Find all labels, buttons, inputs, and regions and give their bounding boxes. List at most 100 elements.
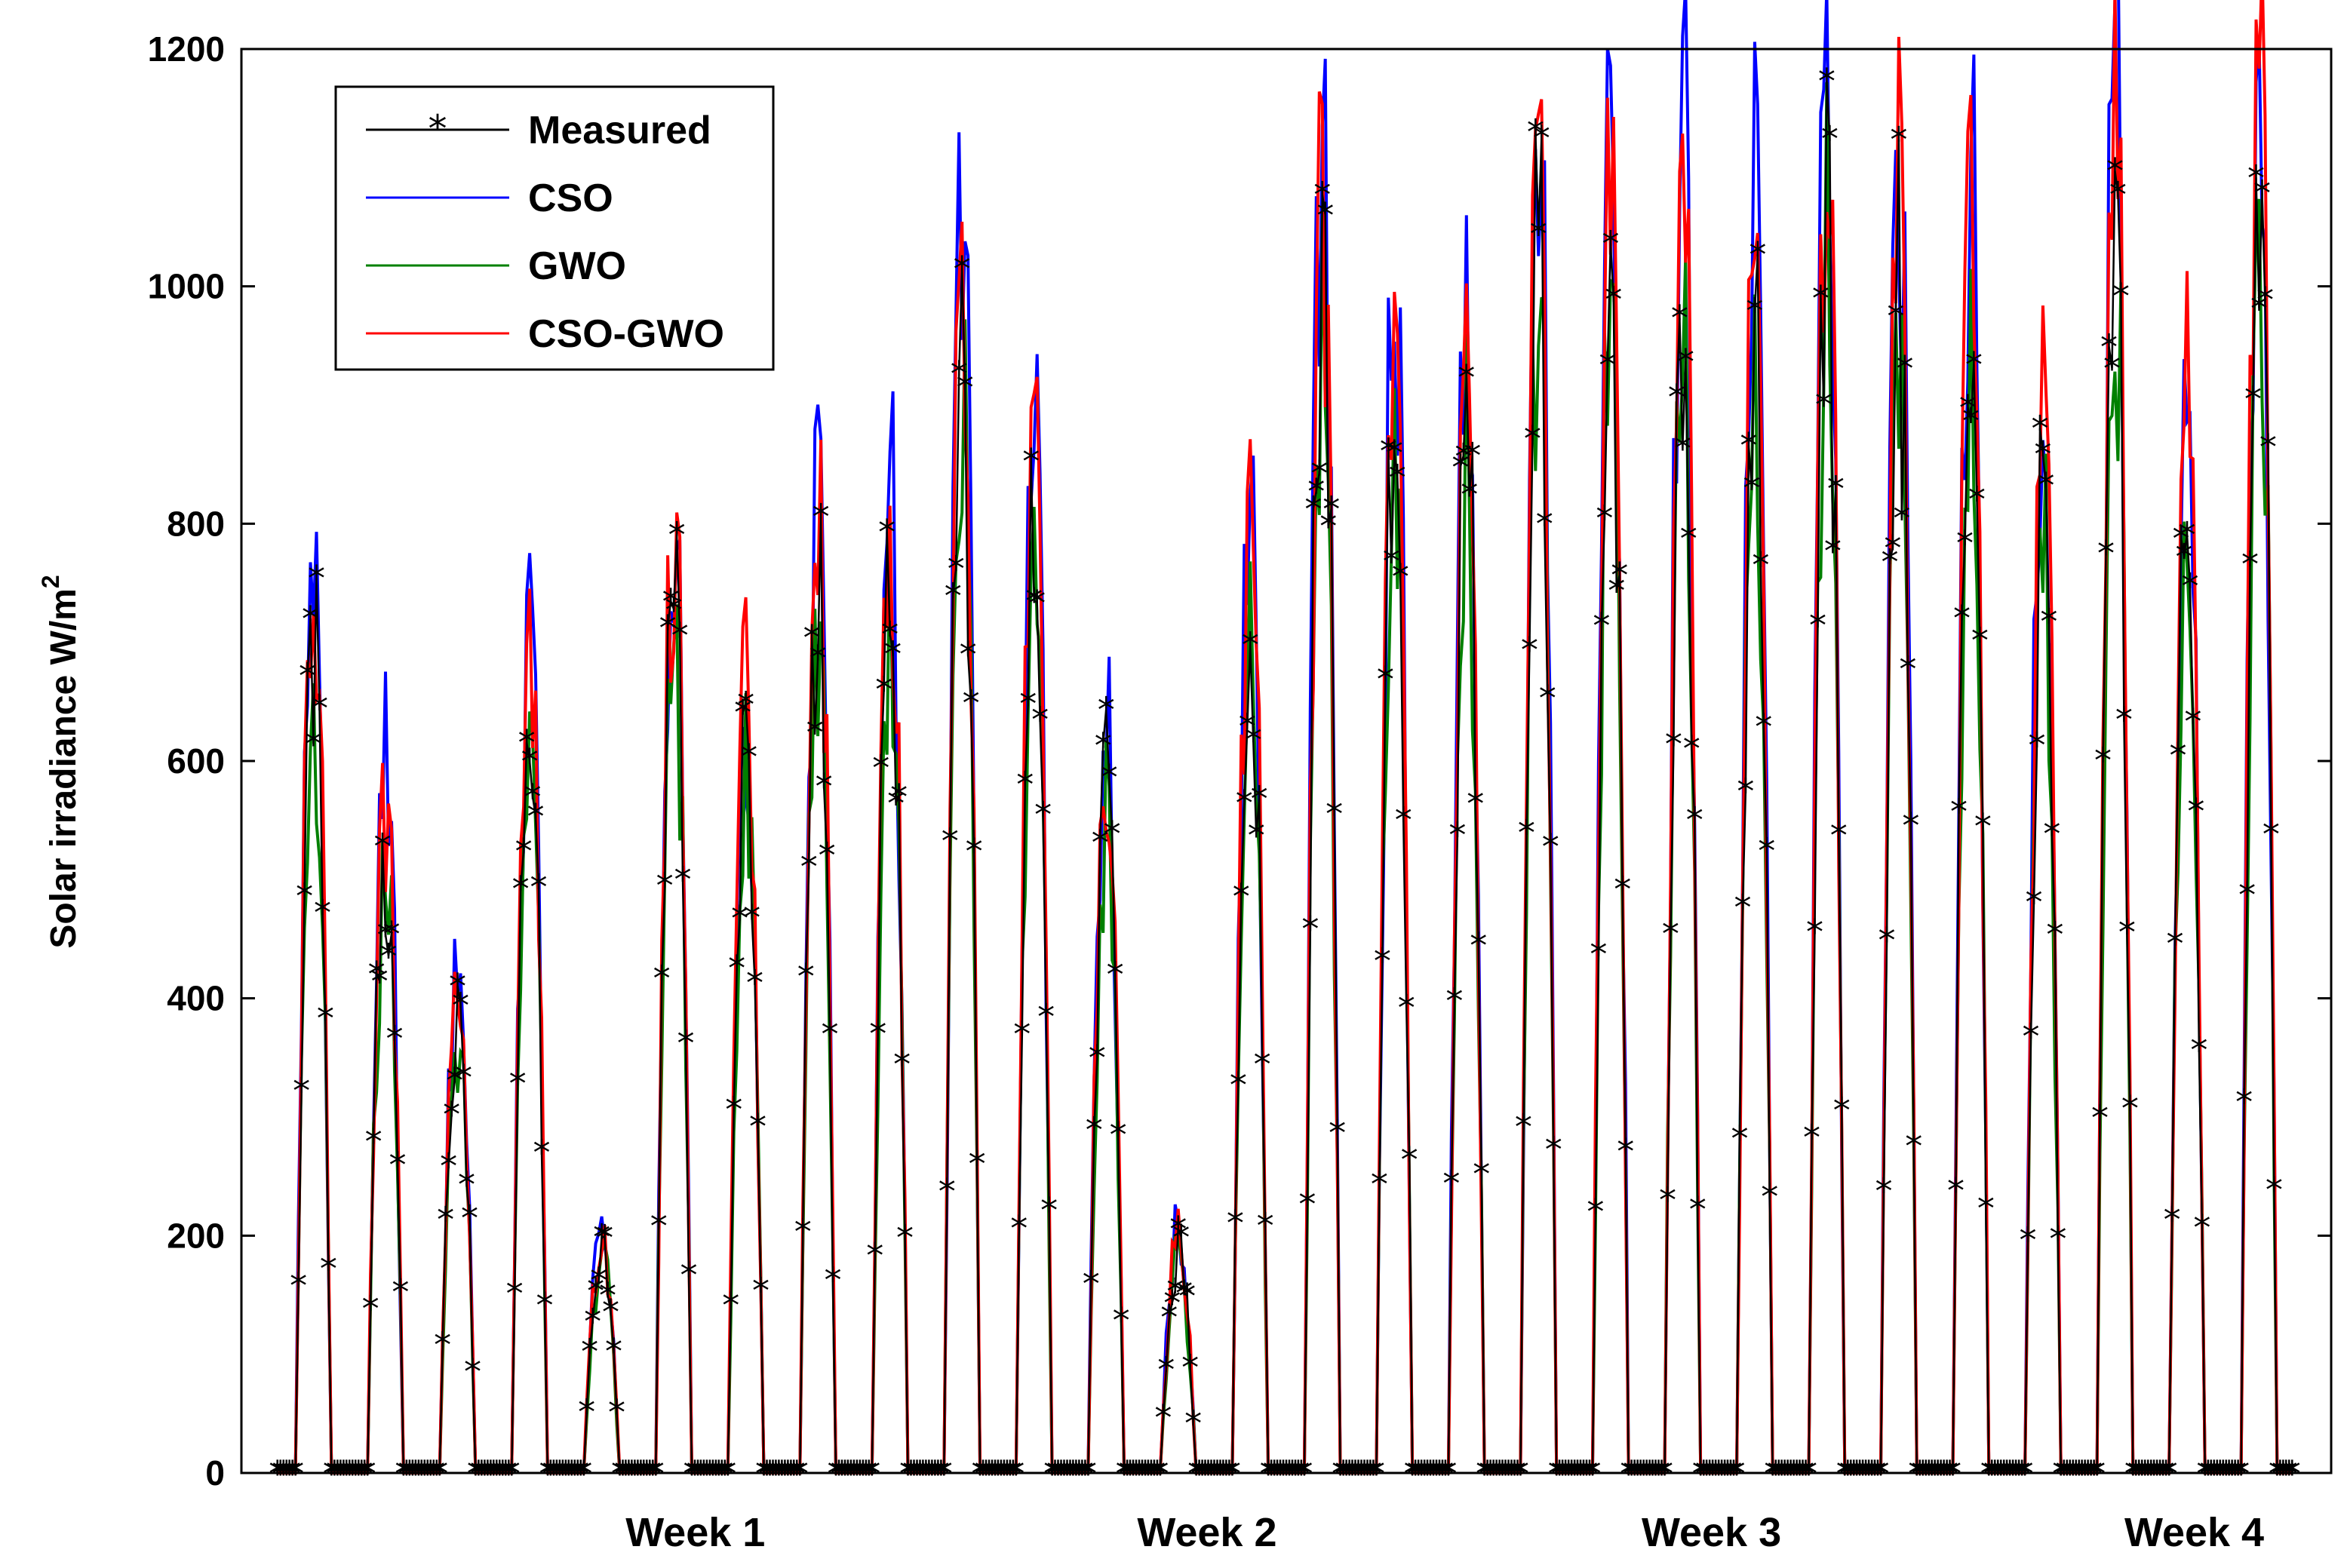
measured-point: * — [1310, 453, 1328, 494]
measured-point: * — [524, 777, 542, 818]
measured-point: * — [392, 1272, 409, 1313]
week-label: Week 2 — [1137, 1510, 1276, 1555]
measured-point: * — [461, 1198, 478, 1238]
measured-point: * — [1953, 598, 1971, 639]
measured-point: * — [731, 898, 748, 939]
measured-point: * — [2097, 533, 2115, 574]
measured-point: * — [1821, 119, 1839, 160]
measured-point: * — [2175, 537, 2192, 578]
measured-point: * — [2109, 174, 2127, 215]
measured-point: * — [1605, 280, 1622, 321]
measured-point: * — [2106, 151, 2124, 192]
measured-point: * — [308, 558, 325, 599]
measured-point: * — [1392, 557, 1409, 597]
measured-point: * — [1875, 1171, 1892, 1211]
measured-point: * — [368, 954, 386, 995]
measured-point: * — [299, 655, 316, 696]
measured-point: * — [314, 893, 331, 934]
measured-point: * — [521, 741, 539, 782]
measured-point: * — [938, 1171, 956, 1212]
measured-point: * — [1010, 1208, 1028, 1249]
measured-point: * — [1458, 357, 1475, 398]
measured-point: * — [302, 599, 319, 640]
measured-point: * — [1442, 1164, 1460, 1204]
measured-point: * — [1803, 1117, 1820, 1158]
measured-point: * — [1326, 794, 1343, 835]
measured-point: * — [1227, 1203, 1244, 1244]
legend-item-gwo: GWO — [366, 244, 626, 288]
measured-point: * — [725, 1089, 742, 1130]
measured-point: * — [878, 512, 895, 553]
measured-point: * — [1239, 706, 1256, 747]
measured-point: * — [1301, 909, 1319, 950]
measured-point: * — [2091, 1097, 2109, 1138]
measured-point: * — [2040, 601, 2057, 642]
measured-point: * — [1956, 523, 1974, 564]
measured-point: * — [1758, 830, 1775, 871]
measured-point: * — [957, 367, 974, 408]
week-label: Week 4 — [2124, 1510, 2264, 1555]
measured-point: * — [602, 1292, 619, 1333]
measured-point: * — [945, 576, 962, 617]
measured-point: * — [587, 1271, 604, 1312]
measured-point: * — [734, 692, 751, 733]
measured-point: * — [816, 766, 833, 807]
measured-point: * — [819, 836, 836, 876]
measured-point: * — [1968, 479, 1986, 520]
measured-point: * — [737, 685, 754, 726]
measured-point: * — [2173, 519, 2190, 560]
measured-point: * — [1740, 425, 1757, 466]
measured-point: * — [1386, 433, 1403, 474]
measured-point: * — [1163, 1283, 1181, 1324]
measured-point: * — [1448, 815, 1466, 856]
measured-point: * — [1815, 385, 1832, 425]
measured-point: * — [515, 831, 533, 872]
measured-point: * — [668, 515, 686, 556]
measured-point: * — [1893, 498, 1910, 539]
measured-point: * — [1530, 214, 1547, 255]
measured-point: * — [749, 1106, 766, 1147]
measured-point: * — [2244, 379, 2262, 419]
legend-label-cso: CSO — [528, 176, 613, 220]
measured-point: * — [813, 496, 830, 537]
measured-point: * — [1157, 1349, 1175, 1390]
measured-point: * — [1445, 981, 1463, 1022]
measured-point: * — [809, 638, 827, 679]
measured-point: * — [1013, 1014, 1031, 1055]
measured-point: * — [2256, 280, 2274, 321]
measured-point: * — [794, 1212, 812, 1253]
measured-point: * — [2118, 912, 2136, 953]
measured-point: * — [1452, 447, 1469, 488]
measured-point: * — [2028, 725, 2045, 766]
measured-point: * — [1040, 1190, 1058, 1231]
measured-point: * — [386, 1019, 403, 1060]
measured-point: * — [2187, 791, 2204, 832]
legend-item-cso: CSO — [366, 176, 613, 220]
measured-point: * — [1245, 720, 1262, 760]
measured-point: * — [1524, 419, 1541, 459]
measured-point: * — [365, 1122, 382, 1162]
measured-point: * — [884, 634, 902, 675]
x-axis-week-labels: Week 1 Week 2 Week 3 Week 4 — [625, 1510, 2264, 1555]
measured-point: * — [1743, 468, 1760, 508]
measured-point: * — [1455, 436, 1472, 477]
measured-point: * — [822, 1014, 839, 1054]
measured-point: * — [1689, 1189, 1706, 1230]
measured-point: * — [593, 1217, 610, 1257]
measured-point: * — [1596, 498, 1613, 539]
measured-point: * — [740, 737, 757, 778]
measured-point: * — [1680, 518, 1697, 559]
measured-point: * — [743, 898, 760, 938]
measured-point: * — [464, 1352, 481, 1392]
measured-point: * — [1316, 195, 1334, 236]
y-tick-label: 400 — [167, 979, 225, 1018]
y-axis-label: Solar irradiance W/m2 — [37, 575, 84, 948]
y-tick-label: 1000 — [148, 267, 225, 306]
measured-point: * — [1236, 783, 1253, 824]
measured-point: * — [1184, 1404, 1202, 1444]
measured-point: * — [311, 689, 328, 729]
measured-point: * — [1467, 784, 1484, 824]
measured-point: * — [893, 1044, 911, 1085]
measured-point: * — [1377, 659, 1394, 700]
measured-point: * — [1665, 724, 1682, 765]
